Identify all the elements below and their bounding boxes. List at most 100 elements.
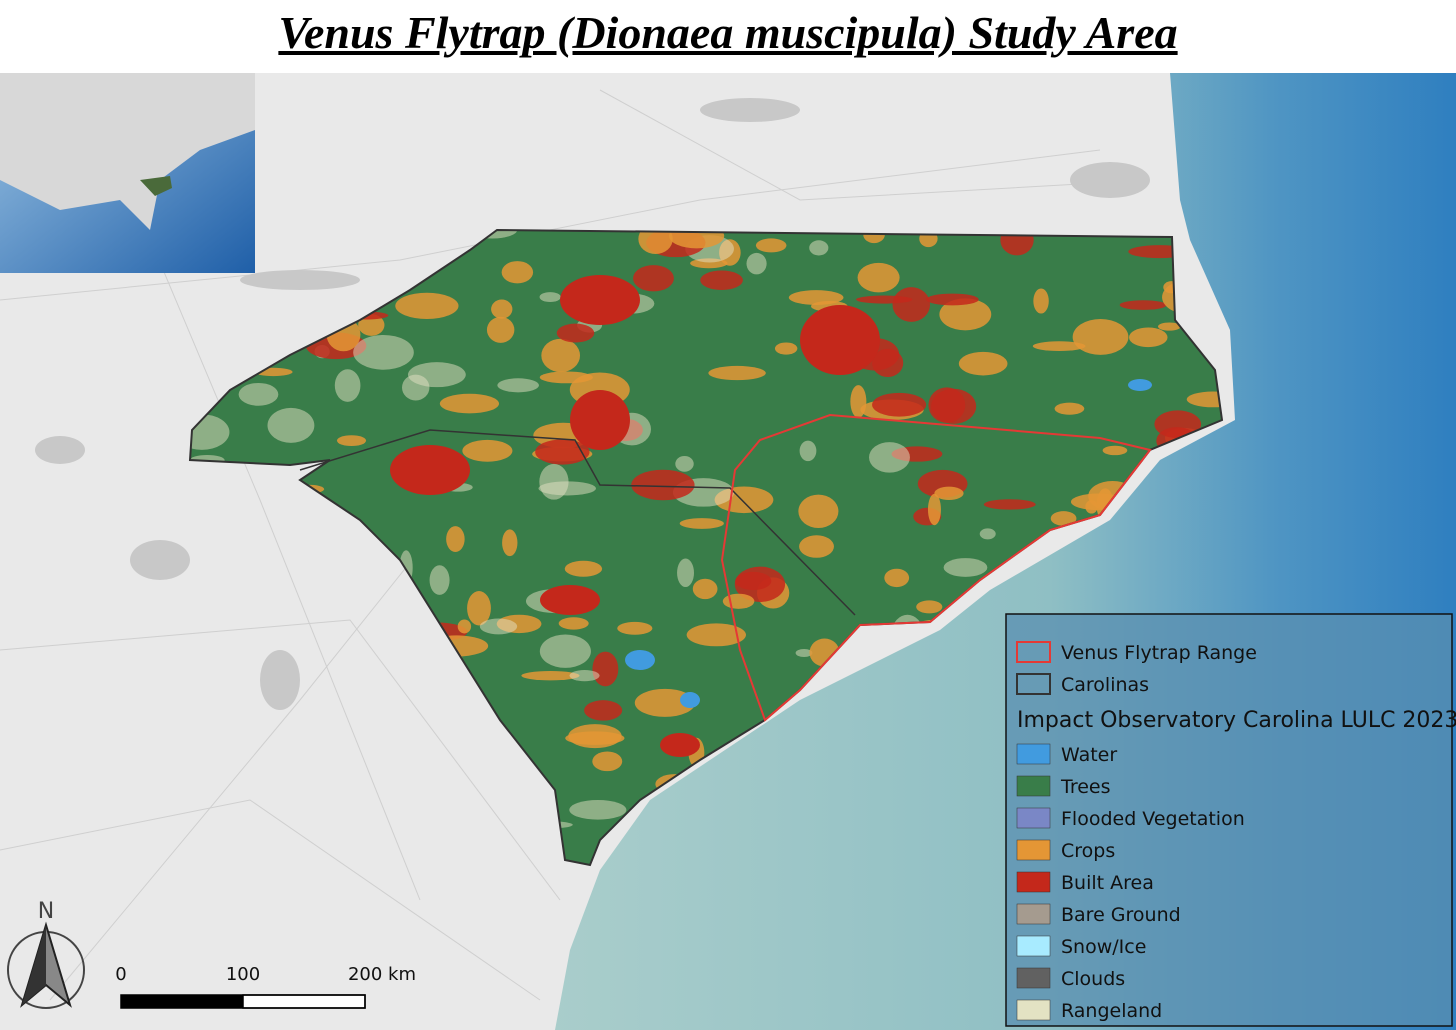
land-cover-patch — [983, 499, 1036, 510]
land-cover-patch — [556, 323, 595, 343]
land-cover-patch — [334, 369, 361, 402]
legend-swatch — [1016, 935, 1051, 957]
legend-label: Water — [1061, 744, 1117, 766]
land-cover-patch — [1050, 511, 1077, 526]
land-cover-patch — [1032, 341, 1086, 352]
land-cover-patch — [675, 455, 694, 472]
legend-swatch — [1016, 775, 1051, 797]
land-cover-patch — [677, 558, 695, 588]
land-cover-patch — [190, 414, 230, 450]
land-cover-patch — [439, 393, 500, 414]
land-cover-patch — [669, 230, 725, 249]
land-cover-patch — [592, 651, 619, 687]
land-cover-patch — [501, 261, 534, 284]
legend-swatch — [1016, 673, 1051, 695]
land-cover-patch — [755, 238, 787, 253]
legend-swatch — [1016, 743, 1051, 765]
venus-flytrap-range — [720, 413, 1152, 722]
legend-label: Built Area — [1061, 872, 1154, 894]
land-cover-patch — [353, 334, 414, 370]
scale-label: 100 — [226, 964, 260, 985]
water-patch — [625, 650, 655, 670]
land-cover-patch — [679, 518, 724, 529]
land-cover-patch — [856, 295, 913, 304]
land-cover-patch — [934, 486, 964, 501]
land-cover-patch — [857, 262, 900, 293]
land-cover-patch — [1129, 327, 1168, 348]
land-cover-patch — [336, 435, 367, 447]
inset-map — [0, 73, 255, 273]
land-cover-patch — [467, 591, 491, 626]
land-cover-patch — [631, 469, 695, 501]
land-cover-patch — [535, 439, 590, 465]
land-cover-patch — [462, 439, 513, 462]
land-cover-patch — [795, 648, 813, 657]
land-cover-patch — [395, 292, 459, 320]
legend-swatch — [1016, 903, 1051, 925]
land-cover-patch — [872, 348, 904, 378]
legend-label: Clouds — [1061, 968, 1125, 990]
legend-label: Snow/Ice — [1061, 936, 1146, 958]
land-cover-patch — [798, 494, 839, 528]
land-cover-patch — [927, 493, 941, 526]
land-cover-patch — [708, 365, 766, 381]
land-cover-patch — [884, 568, 910, 588]
land-cover-patch — [850, 385, 867, 418]
urban-patch — [560, 275, 640, 325]
water-patch — [680, 692, 700, 708]
urban-patch — [570, 390, 630, 450]
land-cover-patch — [809, 240, 829, 256]
land-cover-patch — [872, 392, 927, 417]
legend-label: Rangeland — [1061, 1000, 1162, 1022]
land-cover-patch — [1157, 322, 1181, 331]
land-cover-patch — [928, 387, 966, 423]
scale-label: 0 — [115, 964, 126, 985]
land-cover-patch — [1072, 319, 1129, 355]
urban-patch — [390, 445, 470, 495]
land-cover-patch — [926, 293, 979, 306]
land-cover-patch — [564, 560, 603, 577]
land-cover-patch — [402, 374, 430, 401]
urban-patch — [660, 733, 700, 757]
land-cover-patch — [700, 270, 743, 291]
land-cover-patch — [746, 252, 767, 275]
land-cover-patch — [479, 618, 518, 635]
land-cover-patch — [943, 558, 988, 577]
land-cover-patch — [486, 316, 515, 343]
land-cover-patch — [539, 463, 569, 500]
urban-areas — [35, 98, 1150, 710]
land-cover-patch — [869, 442, 910, 473]
legend-label: Bare Ground — [1061, 904, 1181, 926]
water-patch — [1128, 379, 1152, 391]
land-cover-patch — [1186, 391, 1222, 408]
land-cover-patch — [774, 342, 798, 355]
legend-label: Venus Flytrap Range — [1061, 642, 1257, 664]
land-cover-patch — [686, 623, 746, 647]
land-cover-patch — [722, 593, 755, 609]
land-cover-patch — [1054, 402, 1085, 415]
land-cover-patch — [734, 566, 786, 602]
urban-patch — [800, 305, 880, 375]
land-cover-patch — [584, 700, 623, 721]
land-cover-patch — [892, 287, 931, 322]
land-cover-patch — [633, 265, 674, 292]
land-cover-patch — [958, 351, 1008, 376]
land-cover-patch — [916, 600, 943, 614]
map: N 0 100 200 km Venus Flytrap Range Carolina… — [0, 73, 1456, 1030]
land-cover-patch — [446, 526, 465, 553]
urban-patch — [540, 585, 600, 615]
land-cover-patch — [541, 338, 581, 373]
legend-swatch — [1016, 641, 1051, 663]
land-cover-patch — [569, 800, 627, 820]
land-cover-patch — [539, 292, 561, 303]
land-cover-patch — [799, 440, 817, 462]
land-cover-patch — [692, 578, 718, 600]
north-label: N — [38, 899, 54, 924]
land-cover-patch — [267, 407, 315, 443]
land-cover-patch — [979, 528, 996, 540]
land-cover-patch — [502, 529, 518, 557]
scale-bar — [120, 994, 366, 1009]
land-cover-patch — [521, 671, 580, 681]
legend-label: Flooded Vegetation — [1061, 808, 1245, 830]
